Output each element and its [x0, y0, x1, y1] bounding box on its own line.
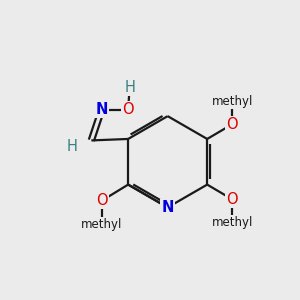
Text: O: O [122, 102, 134, 117]
Text: H: H [67, 139, 78, 154]
Text: N: N [95, 102, 108, 117]
Text: O: O [226, 192, 238, 207]
Text: methyl: methyl [81, 218, 122, 231]
Text: H: H [124, 80, 135, 95]
Text: O: O [96, 193, 107, 208]
Text: methyl: methyl [212, 95, 253, 108]
Text: N: N [161, 200, 174, 215]
Text: O: O [226, 117, 238, 132]
Text: methyl: methyl [212, 216, 253, 229]
